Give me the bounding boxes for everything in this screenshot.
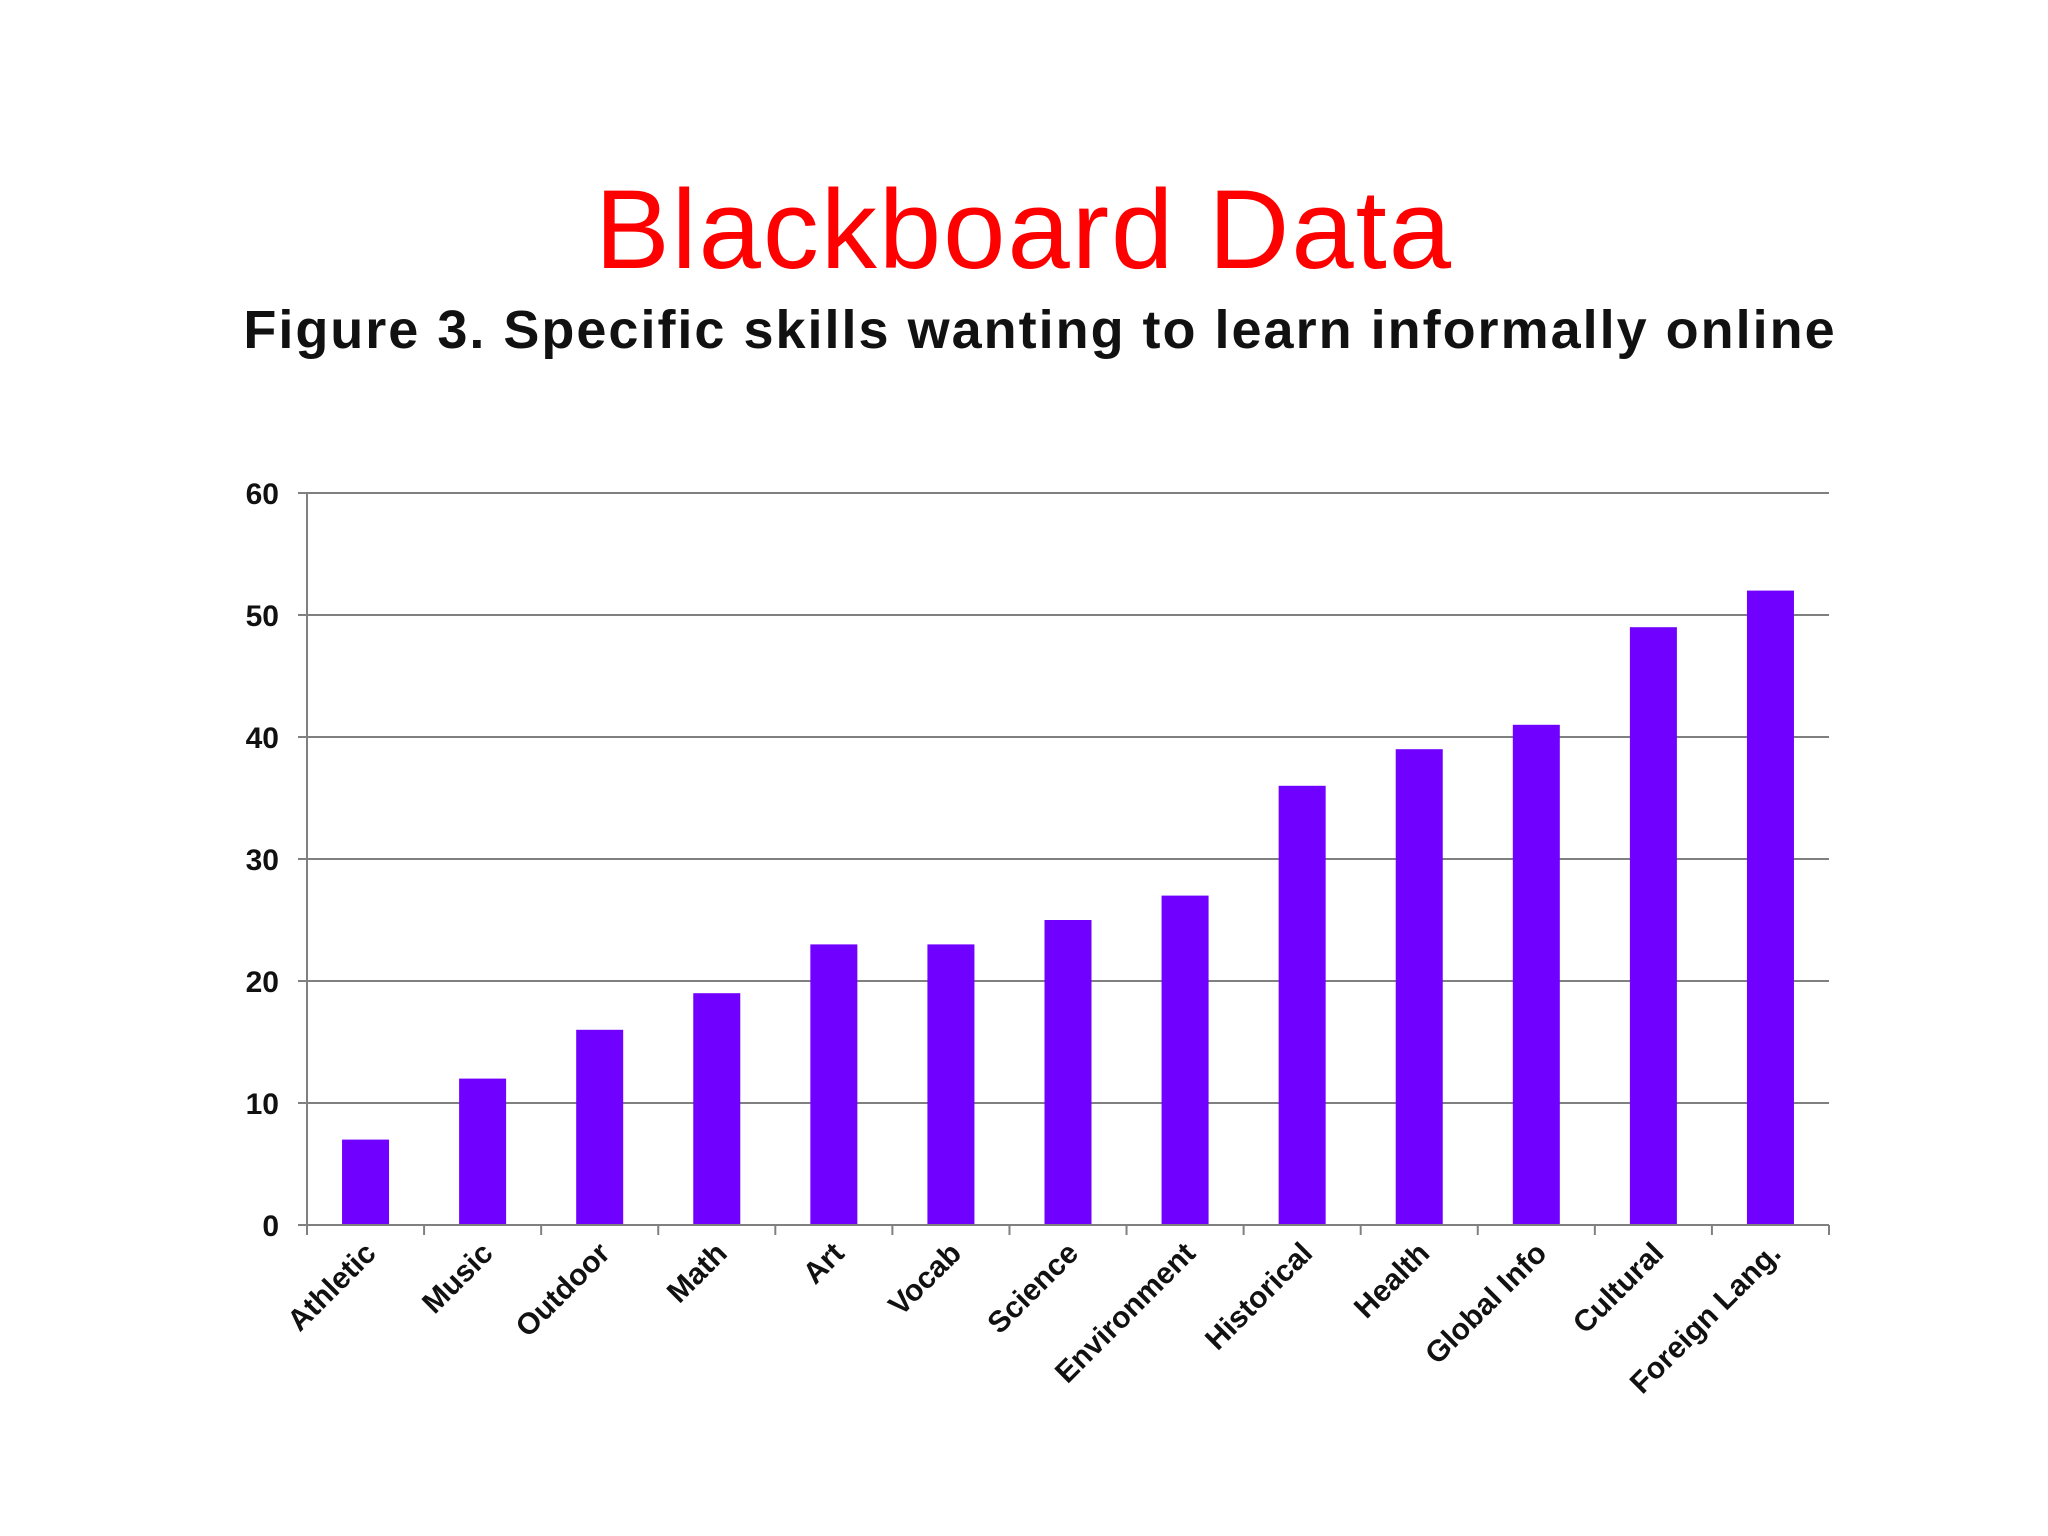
y-tick-label: 30: [246, 844, 279, 877]
x-tick-label: Vocab: [882, 1237, 967, 1322]
x-tick-label: Math: [661, 1237, 734, 1310]
x-tick-label: Historical: [1199, 1237, 1319, 1357]
y-tick-label: 20: [246, 966, 279, 999]
bar: [1512, 724, 1560, 1225]
y-tick-label: 50: [246, 600, 279, 633]
y-tick-label: 0: [262, 1210, 279, 1243]
slide-title: Blackboard Data: [594, 167, 1454, 292]
x-tick-label: Music: [416, 1237, 499, 1320]
y-tick-label: 60: [246, 478, 279, 511]
chart-title: Figure 3. Specific skills wanting to lea…: [243, 300, 1837, 360]
bar: [1629, 627, 1677, 1225]
bar: [810, 944, 858, 1225]
x-tick-label: Global Info: [1419, 1237, 1553, 1371]
bar: [342, 1139, 390, 1225]
bar: [576, 1029, 624, 1225]
x-tick-label: Health: [1348, 1237, 1436, 1325]
x-tick-label: Athletic: [281, 1237, 382, 1338]
x-tick-label: Outdoor: [510, 1236, 617, 1343]
x-tick-label: Cultural: [1567, 1237, 1670, 1340]
x-tick-label: Art: [797, 1237, 851, 1291]
bar: [459, 1078, 507, 1225]
bar: [1161, 895, 1209, 1225]
bar: [1278, 785, 1326, 1225]
bar: [693, 993, 741, 1225]
bar: [927, 944, 975, 1225]
x-tick-label: Science: [981, 1237, 1085, 1341]
y-tick-label: 40: [246, 722, 279, 755]
bar: [1044, 920, 1092, 1225]
bar: [1395, 749, 1443, 1225]
y-tick-label: 10: [246, 1088, 279, 1121]
bar: [1746, 590, 1794, 1225]
